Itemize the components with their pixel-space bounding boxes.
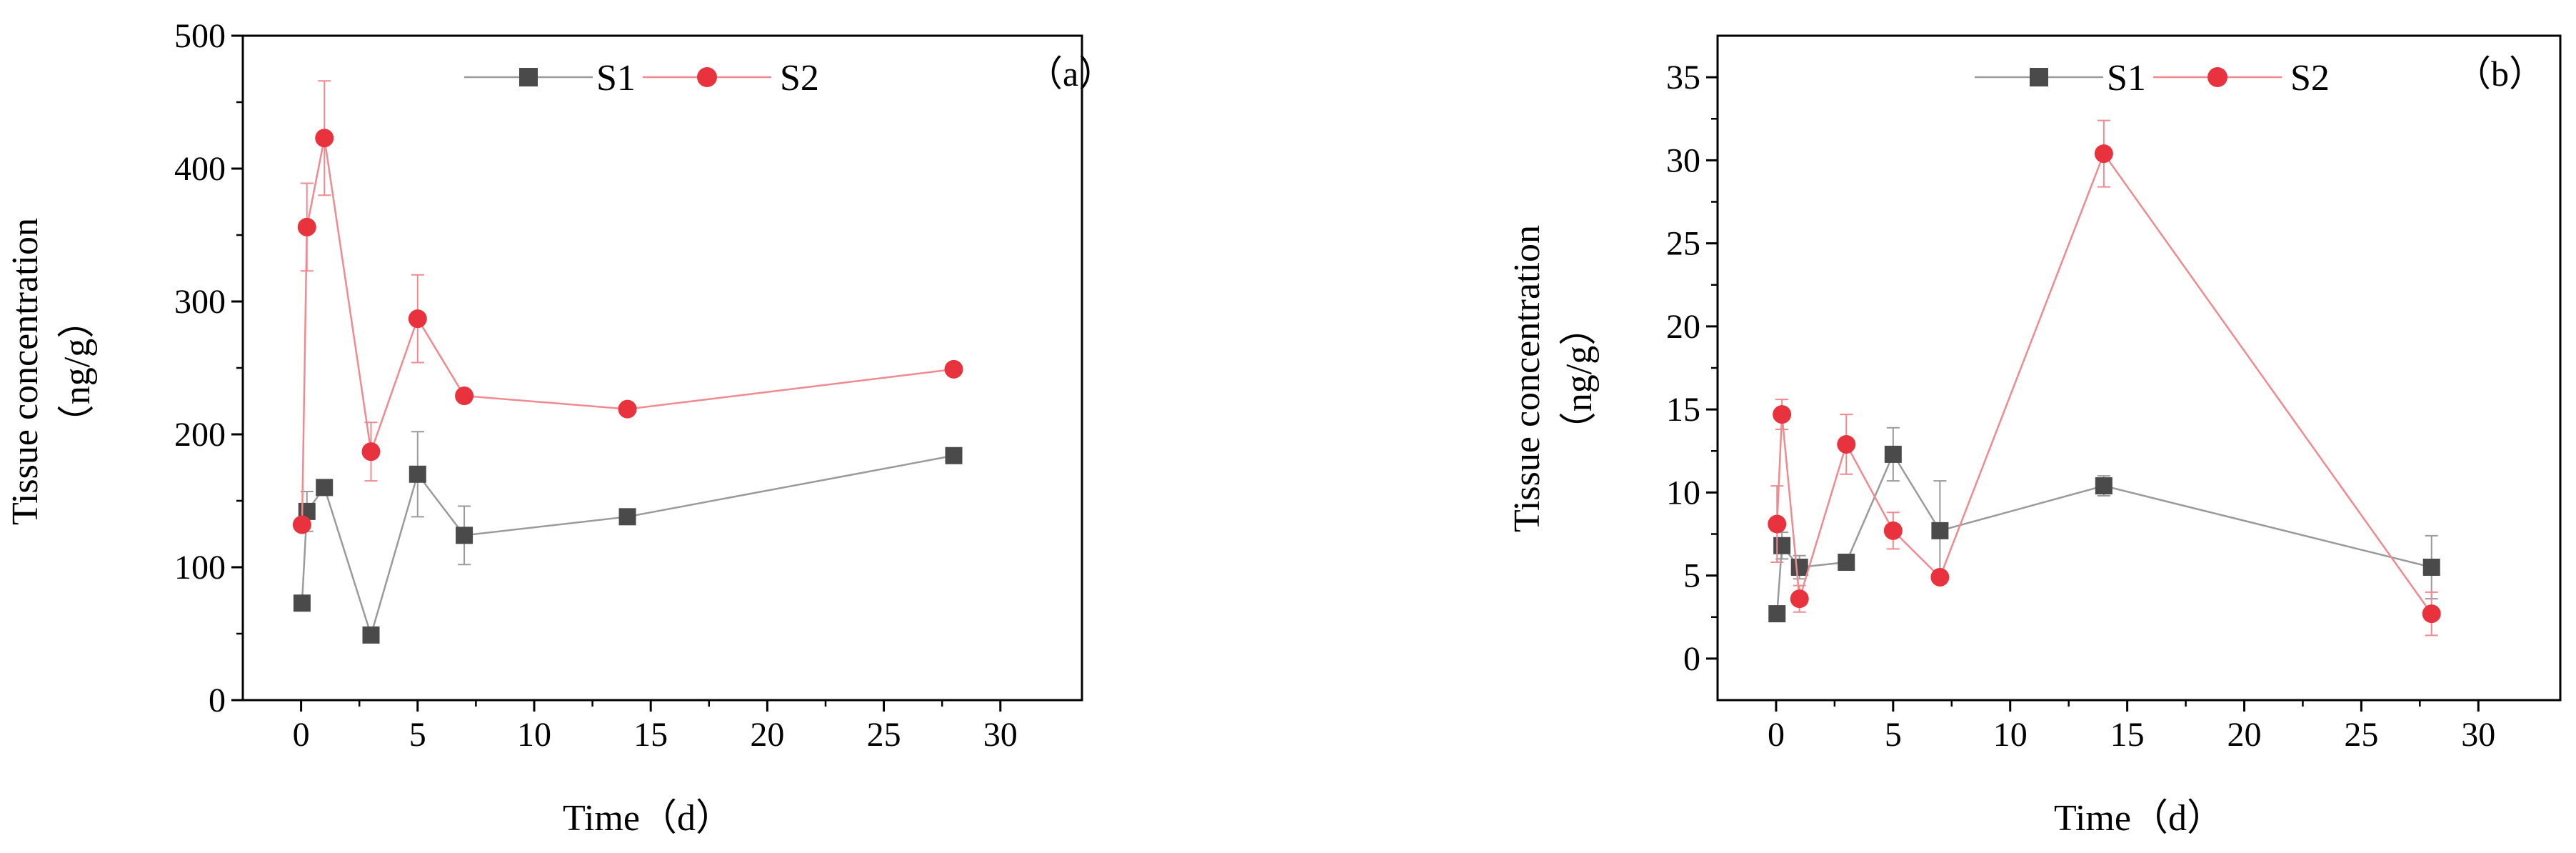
panel-a-x-tick-label-4: 20	[750, 716, 784, 754]
panel-a-y-tick-label-0: 0	[209, 682, 226, 719]
panel-b-y-tick-label-4: 20	[1666, 308, 1700, 346]
panel-b-legend-s2-label: S2	[2290, 58, 2330, 99]
panel-b-x-tick-label-1: 5	[1885, 716, 1902, 754]
panel-b-y-tick-label-3: 15	[1666, 391, 1700, 429]
panel-b-series-s2-point-0	[1768, 514, 1787, 534]
panel-b-y-axis-title-line2: （ng/g）	[1559, 309, 1600, 449]
panel-a-legend-s2-label: S2	[780, 58, 819, 99]
panel-a-y-axis-title-line2: （ng/g）	[57, 301, 98, 442]
panel-a-series-s1-point-5	[456, 527, 473, 544]
panel-b-y-tick-label-6: 30	[1666, 141, 1700, 179]
panel-b-series-s1-point-3	[1838, 554, 1855, 572]
panel-a-x-tick-label-5: 25	[867, 716, 901, 754]
panel-b-series-s2-line	[1776, 151, 2432, 614]
panel-b-x-tick-label-5: 25	[2344, 716, 2378, 754]
panel-b-y-tick-label-5: 25	[1666, 225, 1700, 263]
panel-b-y-axis-title-line1: Tissue concentration	[1507, 225, 1548, 532]
panel-a-series-s2-point-4	[408, 309, 427, 329]
panel-b-x-tick-label-4: 20	[2227, 716, 2262, 754]
panel-b-y-tick-label-1: 5	[1683, 557, 1700, 595]
panel-b-x-tick-label-3: 15	[2110, 716, 2145, 754]
panel-b: 0 5 10 15 20 25 30 0 5 10 15 20 25 30 35 （b） Time（d） T…	[1507, 34, 2562, 839]
panel-a-series-s1-point-4	[409, 465, 426, 483]
panel-a-series-s2-line	[301, 137, 954, 525]
panel-a-y-tick-label-2: 200	[174, 416, 226, 454]
panel-b-x-tick-label-6: 30	[2461, 716, 2495, 754]
panel-b-series-s2-point-3	[1837, 434, 1856, 454]
panel-b-series-s2-point-1	[1773, 405, 1792, 424]
panel-b-series-s1-point-1	[1773, 537, 1791, 554]
panel-b-legend-s1-marker	[2030, 68, 2048, 86]
panel-b-label: （b）	[2455, 54, 2545, 94]
panel-b-series-s2-point-7	[2422, 604, 2441, 624]
panel-b-x-tick-label-0: 0	[1768, 716, 1785, 754]
panel-b-series-s1-point-6	[2095, 477, 2113, 495]
panel-a-x-axis-title: Time（d）	[563, 798, 733, 839]
panel-a-y-tick-label-3: 300	[174, 283, 226, 321]
panel-b-series-s2-point-2	[1790, 589, 1809, 609]
panel-a-series-s2-point-7	[944, 359, 963, 379]
panel-b-y-tick-label-2: 10	[1666, 474, 1700, 512]
panel-a-series-s1-point-7	[945, 447, 963, 464]
panel-a-y-axis-title-line1: Tissue concentration	[5, 218, 46, 525]
panel-a-label: （a）	[1027, 54, 1114, 94]
panel-a-series-s1-point-2	[316, 479, 334, 497]
panel-a-x-tick-label-3: 15	[633, 716, 668, 754]
panel-a-series-s1-point-3	[362, 626, 380, 644]
panel-b-legend-s1-label: S1	[2107, 58, 2146, 99]
panel-a-series-s2-point-5	[455, 386, 474, 406]
panel-b-series-s1-point-2	[1790, 559, 1808, 576]
panel-b-x-axis-title: Time（d）	[2054, 798, 2224, 839]
panel-a-series-s2-point-0	[292, 515, 311, 534]
panel-a-series-s2-point-2	[315, 129, 334, 148]
panel-b-series-s2-point-5	[1930, 567, 1950, 587]
panel-b-y-tick-label-0: 0	[1683, 640, 1700, 678]
panel-a-x-tick-label-6: 30	[983, 716, 1018, 754]
panel-a-legend-s1-marker	[519, 68, 538, 86]
panel-a-x-tick-label-2: 10	[517, 716, 551, 754]
panel-a-series-s2-point-1	[297, 217, 316, 236]
panel-a-series-s2-point-6	[618, 399, 637, 419]
panel-a-series-s1-point-0	[293, 594, 311, 612]
panel-a-series-s1-point-6	[618, 508, 636, 526]
panel-a-series-s2-point-3	[361, 442, 381, 462]
panel-a-legend-s2-marker	[697, 67, 717, 87]
panel-b-y-tick-label-7: 35	[1666, 59, 1700, 96]
panel-a-y-tick-label-1: 100	[174, 549, 226, 587]
panel-b-plot-layer: 0 5 10 15 20 25 30 0 5 10 15 20 25 30 35	[1666, 34, 2562, 754]
panel-b-legend: S1 S2	[1975, 58, 2330, 99]
panel-b-x-tick-label-2: 10	[1993, 716, 2028, 754]
panel-b-series-s1-point-7	[2422, 559, 2440, 576]
panel-b-plot-frame	[1716, 34, 2562, 702]
panel-a-y-tick-label-5: 500	[174, 17, 226, 55]
panel-a-y-tick-label-4: 400	[174, 150, 226, 188]
panel-b-series-s2-point-4	[1883, 521, 1903, 540]
panel-b-series-s2-point-6	[2094, 144, 2113, 164]
panel-b-series-s1-point-5	[1931, 522, 1949, 539]
panel-b-legend-s2-marker	[2207, 67, 2227, 87]
panel-b-series-s1-point-0	[1768, 605, 1786, 623]
panel-a-legend: S1 S2	[464, 58, 819, 99]
panel-a-x-tick-label-1: 5	[409, 716, 426, 754]
panel-a-series-s1-line	[301, 454, 954, 639]
panel-b-series-s1-point-4	[1884, 445, 1902, 463]
panel-a-legend-s1-label: S1	[596, 58, 636, 99]
panel-a-x-tick-label-0: 0	[293, 716, 310, 754]
